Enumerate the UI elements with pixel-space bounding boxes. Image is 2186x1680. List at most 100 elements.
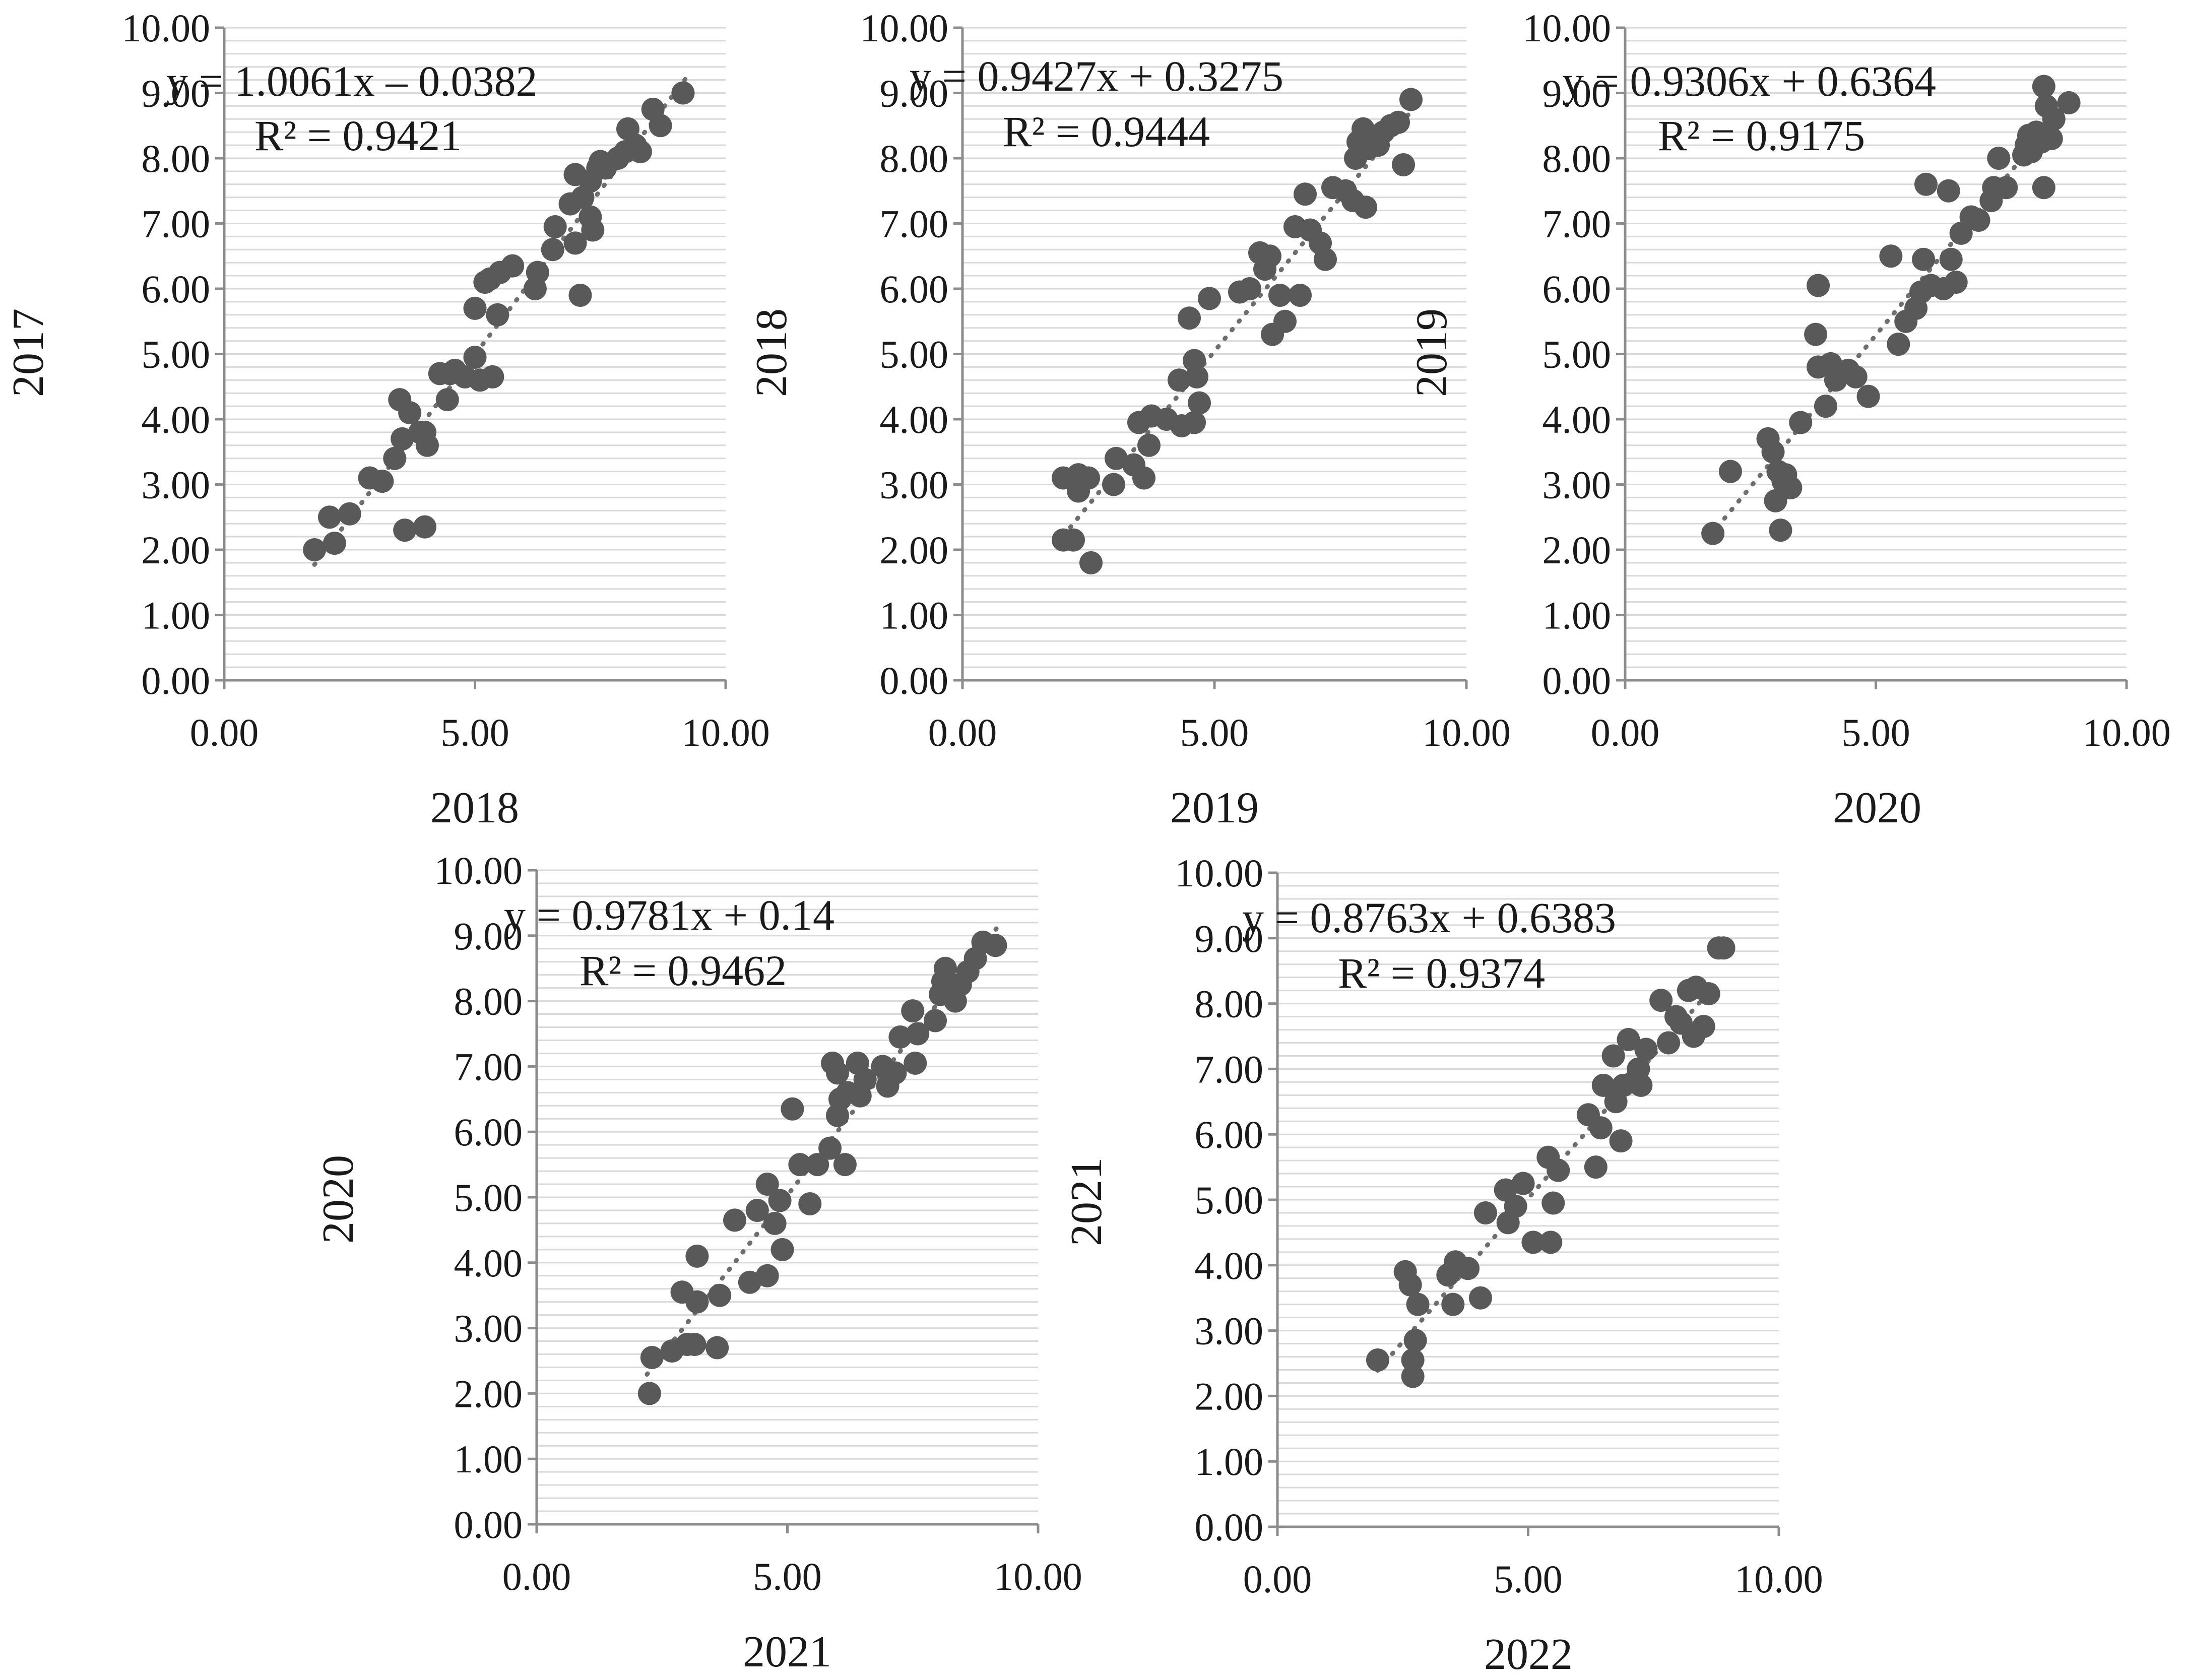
- data-point: [1657, 1031, 1681, 1055]
- r-squared-label: R² = 0.9421: [254, 111, 462, 160]
- y-tick-label: 5.00: [880, 333, 949, 376]
- y-tick-label: 4.00: [1542, 398, 1612, 441]
- x-axis-title: 2019: [1170, 784, 1259, 832]
- data-point: [2032, 75, 2055, 98]
- data-point: [818, 1136, 842, 1160]
- data-point: [1468, 1286, 1492, 1310]
- y-tick-label: 4.00: [880, 398, 949, 441]
- scatter-panel-2017-vs-2018: 0.00 1.00 2.00 3.00 4.00 5.00 6.00 7.00 8.00 9.00…: [4, 6, 770, 832]
- y-axis-title: 2020: [314, 1155, 363, 1244]
- data-point: [826, 1061, 849, 1085]
- y-tick-label: 2.00: [454, 1372, 523, 1415]
- data-point: [755, 1173, 779, 1196]
- data-point: [526, 261, 549, 284]
- y-axis-title: 2021: [1062, 1157, 1111, 1246]
- y-tick-label: 6.00: [1542, 267, 1612, 311]
- data-point: [1769, 519, 1792, 542]
- y-tick-label: 1.00: [880, 594, 949, 637]
- data-point: [1589, 1116, 1613, 1140]
- x-axis-title: 2022: [1484, 1630, 1573, 1679]
- x-tick-label: 0.00: [190, 710, 259, 754]
- data-point: [2039, 127, 2063, 151]
- data-point: [1258, 244, 1281, 268]
- data-point: [1701, 522, 1725, 545]
- data-point: [486, 303, 509, 327]
- y-tick-label: 9.00: [142, 72, 211, 115]
- x-tick-label: 5.00: [440, 710, 509, 754]
- data-point: [581, 218, 605, 242]
- data-point: [1649, 989, 1673, 1012]
- data-point: [303, 538, 327, 561]
- data-point: [640, 1346, 664, 1370]
- data-point: [481, 365, 504, 389]
- data-point: [1354, 196, 1377, 219]
- data-point: [1314, 247, 1337, 271]
- data-point: [637, 1382, 661, 1405]
- y-tick-label: 9.00: [454, 914, 523, 958]
- scatter-panel-2021-vs-2022: 0.00 1.00 2.00 3.00 4.00 5.00 6.00 7.00 8.00 9.00…: [1062, 851, 1823, 1679]
- data-point: [901, 999, 925, 1023]
- y-tick-labels: 0.00 1.00 2.00 3.00 4.00 5.00 6.00 7.00 8.00 9.00…: [860, 6, 949, 702]
- data-point: [1441, 1293, 1465, 1316]
- x-tick-label: 10.00: [2082, 710, 2171, 754]
- data-point: [1273, 309, 1297, 333]
- x-axis-title: 2021: [743, 1628, 831, 1676]
- x-tick-label: 0.00: [502, 1555, 571, 1598]
- data-point: [1183, 411, 1206, 434]
- x-tick-labels: 0.00 5.00 10.00: [1591, 710, 2171, 754]
- data-point: [1079, 551, 1103, 574]
- data-point: [1712, 936, 1735, 960]
- regression-equation: y = 0.9427x + 0.3275: [910, 52, 1283, 100]
- data-point: [1105, 446, 1128, 470]
- data-point: [1629, 1073, 1653, 1097]
- data-point: [1547, 1158, 1570, 1182]
- data-point: [1804, 322, 1828, 346]
- data-point: [1856, 384, 1880, 408]
- data-point: [543, 215, 567, 238]
- y-tick-labels: 0.00 1.00 2.00 3.00 4.00 5.00 6.00 7.00 8.00 9.00…: [434, 849, 523, 1546]
- data-point: [1077, 466, 1100, 490]
- data-point: [317, 505, 341, 529]
- data-point: [1987, 147, 2011, 170]
- data-point: [1188, 391, 1211, 415]
- y-tick-label: 3.00: [1195, 1309, 1264, 1353]
- y-tick-label: 0.00: [454, 1503, 523, 1546]
- y-tick-label: 8.00: [1542, 137, 1612, 180]
- scatter-panel-2020-vs-2021: 0.00 1.00 2.00 3.00 4.00 5.00 6.00 7.00 8.00 9.00…: [314, 849, 1082, 1676]
- data-point: [738, 1270, 761, 1294]
- data-point: [1137, 433, 1161, 457]
- regression-equation: y = 0.9781x + 0.14: [504, 891, 834, 939]
- data-point: [833, 1153, 857, 1177]
- data-point: [1539, 1231, 1563, 1254]
- data-point: [435, 388, 459, 412]
- y-tick-label: 10.00: [1523, 6, 1612, 50]
- data-points: [1366, 936, 1735, 1388]
- data-point: [1198, 287, 1221, 310]
- data-point: [1168, 368, 1191, 392]
- y-tick-label: 1.00: [1542, 594, 1612, 637]
- y-tick-label: 8.00: [1195, 982, 1264, 1026]
- data-point: [1937, 179, 1960, 203]
- y-tick-label: 0.00: [1542, 659, 1612, 702]
- y-tick-label: 0.00: [142, 659, 211, 702]
- data-point: [1238, 277, 1261, 300]
- data-point: [1473, 1201, 1497, 1224]
- data-point: [883, 1061, 907, 1085]
- data-point: [391, 427, 414, 450]
- data-point: [1591, 1073, 1615, 1097]
- data-point: [1062, 528, 1085, 552]
- y-tick-labels: 0.00 1.00 2.00 3.00 4.00 5.00 6.00 7.00 8.00 9.00…: [1523, 6, 1612, 702]
- data-point: [1692, 1015, 1715, 1039]
- y-tick-label: 10.00: [1175, 851, 1264, 895]
- y-tick-label: 6.00: [454, 1110, 523, 1154]
- r-squared-label: R² = 0.9374: [1338, 949, 1545, 997]
- data-point: [2032, 176, 2055, 200]
- data-point: [1879, 244, 1903, 268]
- x-tick-label: 5.00: [753, 1555, 822, 1598]
- data-point: [649, 114, 672, 138]
- r-squared-label: R² = 0.9444: [1003, 107, 1210, 156]
- data-point: [1132, 466, 1155, 490]
- data-point: [1995, 176, 2018, 200]
- r-squared-label: R² = 0.9175: [1658, 111, 1865, 160]
- y-tick-label: 8.00: [454, 980, 523, 1023]
